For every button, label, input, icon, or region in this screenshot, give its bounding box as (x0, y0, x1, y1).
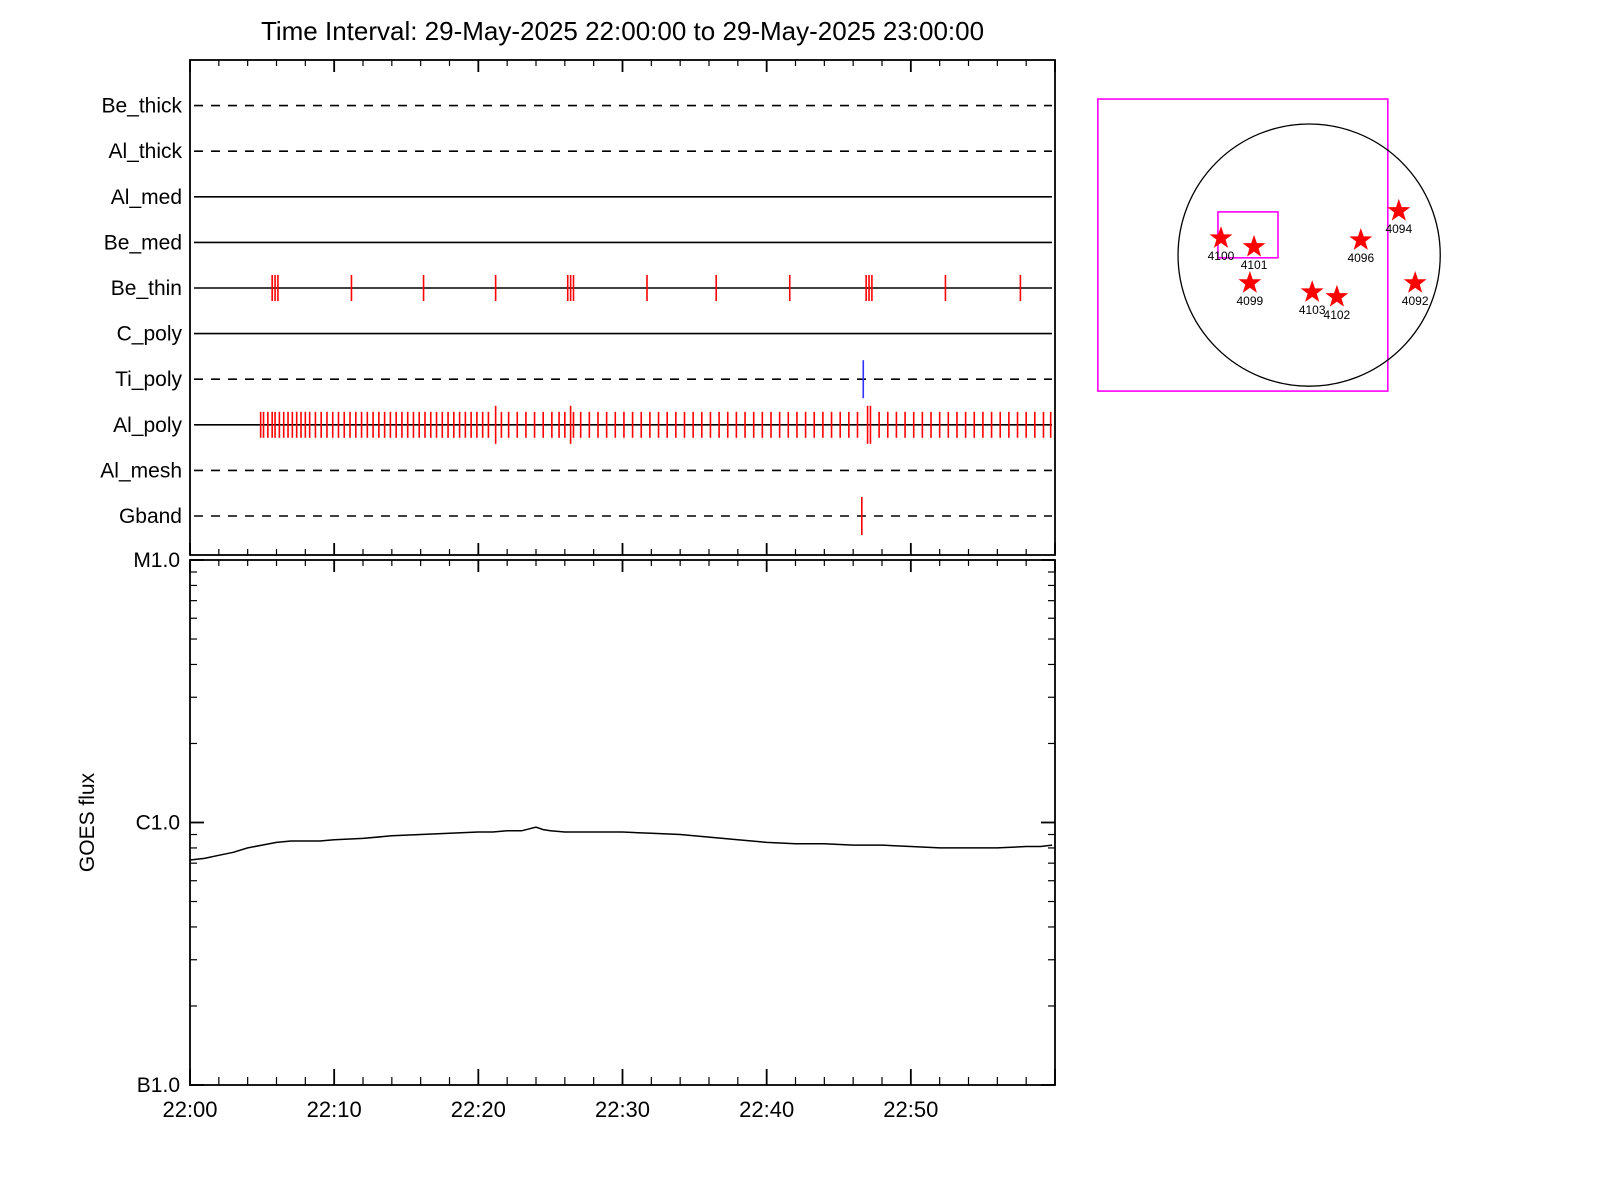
active-region-label: 4096 (1347, 251, 1374, 265)
active-region-label: 4100 (1208, 249, 1235, 263)
channel-label: Al_thick (108, 140, 182, 163)
timeline-panel-border (189, 59, 1056, 556)
active-region-label: 4099 (1237, 294, 1264, 308)
active-region-star (1238, 270, 1262, 293)
goes-panel-border (189, 559, 1056, 1086)
active-region-star (1242, 234, 1266, 257)
active-region-star (1209, 226, 1233, 248)
channel-label: Gband (119, 505, 182, 528)
outer-fov-box (1097, 98, 1389, 392)
goes-x-tick-label: 22:10 (307, 1097, 362, 1122)
goes-y-tick-label: M1.0 (133, 549, 180, 572)
goes-y-tick-label: C1.0 (136, 812, 180, 835)
channel-label: Be_med (104, 231, 182, 254)
active-region-label: 4101 (1241, 258, 1268, 272)
active-region-star (1300, 280, 1324, 302)
goes-x-tick-label: 22:40 (739, 1097, 794, 1122)
channel-label: Ti_poly (115, 368, 182, 391)
goes-ylabel: GOES flux (76, 772, 99, 872)
active-region-star (1387, 198, 1411, 221)
channel-label: Al_poly (113, 414, 182, 437)
goes-x-tick-label: 22:30 (595, 1097, 650, 1122)
active-region-label: 4102 (1324, 308, 1351, 322)
active-region-star (1403, 270, 1427, 293)
goes-x-tick-label: 22:20 (451, 1097, 506, 1122)
active-region-label: 4103 (1299, 303, 1326, 317)
channel-label: Be_thick (101, 95, 182, 118)
goes-y-tick-label: B1.0 (137, 1074, 180, 1097)
goes-flux-curve (189, 826, 1053, 861)
solar-limb-circle (1177, 123, 1441, 387)
active-region-star (1349, 228, 1373, 250)
active-region-star (1325, 284, 1349, 307)
channel-label: Al_mesh (100, 459, 182, 482)
active-region-label: 4094 (1385, 222, 1412, 236)
active-region-label: 4092 (1402, 294, 1429, 308)
figure-title: Time Interval: 29-May-2025 22:00:00 to 2… (260, 16, 985, 46)
channel-label: Be_thin (111, 277, 182, 300)
channel-label: Al_med (111, 186, 182, 209)
channel-label: C_poly (117, 323, 183, 346)
goes-x-tick-label: 22:50 (883, 1097, 938, 1122)
goes-x-tick-label: 22:00 (162, 1097, 217, 1122)
